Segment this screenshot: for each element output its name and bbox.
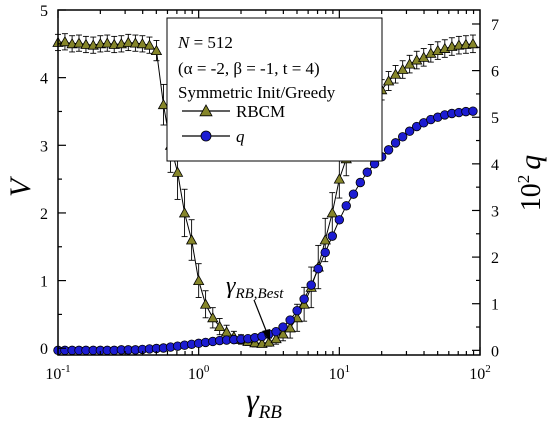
q-point bbox=[348, 189, 359, 199]
y-left-axis-title: V bbox=[4, 175, 37, 197]
rbcm-point bbox=[157, 98, 170, 110]
q-point bbox=[320, 247, 330, 258]
x-tick-label: 102 bbox=[469, 363, 491, 383]
annotation-arrow-shaft bbox=[253, 299, 268, 334]
rbcm-point bbox=[108, 38, 120, 49]
rbcm-point bbox=[213, 320, 226, 331]
rbcm-point bbox=[80, 38, 92, 49]
q-point bbox=[271, 326, 281, 337]
rbcm-point bbox=[101, 37, 113, 48]
rbcm-point bbox=[143, 39, 156, 50]
rbcm-point bbox=[185, 234, 198, 245]
rbcm-point bbox=[411, 54, 423, 65]
rbcm-point bbox=[333, 173, 346, 184]
annotation-arrow-head bbox=[262, 329, 270, 341]
q-point bbox=[278, 322, 288, 332]
rbcm-point bbox=[396, 63, 409, 74]
legend-init: Symmetric Init/Greedy bbox=[178, 83, 336, 102]
q-point bbox=[383, 145, 394, 155]
rbcm-point bbox=[277, 328, 289, 339]
q-point bbox=[404, 126, 415, 136]
rbcm-point bbox=[319, 234, 331, 245]
y-left-tick-label: 0 bbox=[40, 341, 48, 358]
x-tick-label: 100 bbox=[188, 363, 210, 383]
rbcm-point bbox=[122, 36, 134, 47]
x-tick-label: 10-1 bbox=[45, 363, 70, 383]
legend-label-q: q bbox=[236, 127, 245, 146]
rbcm-point bbox=[59, 35, 71, 47]
rbcm-point bbox=[73, 37, 85, 48]
q-point bbox=[327, 231, 337, 241]
legend-n-label: N = 512 bbox=[177, 33, 233, 52]
q-point bbox=[306, 280, 316, 290]
y-left-tick-label: 4 bbox=[40, 71, 48, 88]
y-right-tick-label: 2 bbox=[491, 250, 499, 267]
q-point bbox=[362, 167, 372, 177]
rbcm-point bbox=[382, 75, 395, 86]
rbcm-point bbox=[136, 37, 149, 49]
rbcm-point bbox=[192, 274, 205, 285]
y-right-tick-label: 6 bbox=[491, 64, 499, 81]
q-point bbox=[285, 315, 295, 325]
rbcm-point bbox=[178, 207, 191, 218]
rbcm-point bbox=[171, 166, 184, 177]
annotation-gamma-rb-best: γRB,Best bbox=[226, 273, 284, 341]
legend-entries: RBCM q bbox=[182, 102, 285, 146]
x-tick-label: 101 bbox=[329, 363, 351, 383]
x-axis-title: γRB bbox=[246, 381, 282, 423]
legend-marker-q bbox=[200, 130, 212, 142]
y-right-axis-title: 102q bbox=[514, 155, 547, 212]
annotation-label: γRB,Best bbox=[226, 273, 284, 302]
rbcm-point bbox=[298, 298, 310, 309]
y-left-tick-label: 1 bbox=[40, 274, 48, 291]
q-point bbox=[334, 215, 345, 225]
legend-label-RBCM: RBCM bbox=[236, 102, 285, 121]
legend-marker-rbcm bbox=[199, 104, 213, 117]
rbcm-point bbox=[129, 37, 142, 48]
y-right-tick-label: 4 bbox=[491, 157, 499, 174]
y-right-tick-label: 0 bbox=[491, 343, 499, 360]
q-point bbox=[292, 306, 302, 316]
q-point bbox=[313, 264, 323, 274]
q-point bbox=[390, 138, 401, 148]
y-right-tick-label: 7 bbox=[491, 17, 499, 34]
y-left-tick-label: 2 bbox=[40, 206, 48, 223]
rbcm-point bbox=[326, 207, 338, 218]
y-right-tick-label: 3 bbox=[491, 203, 499, 220]
y-left-tick-label: 3 bbox=[40, 138, 48, 155]
q-point bbox=[397, 132, 408, 142]
y-left-tick-label: 5 bbox=[40, 3, 48, 20]
legend-params: (α = -2, β = -1, t = 4) bbox=[178, 59, 320, 78]
rbcm-point bbox=[150, 44, 163, 55]
q-point bbox=[468, 106, 478, 116]
rbcm-point bbox=[467, 37, 479, 49]
plot-frame bbox=[57, 9, 481, 356]
rbcm-point bbox=[425, 47, 437, 58]
y-right-tick-label: 1 bbox=[491, 297, 499, 314]
legend: N = 512 (α = -2, β = -1, t = 4) Symmetri… bbox=[166, 17, 383, 162]
q-point bbox=[341, 201, 351, 211]
rbcm-point bbox=[207, 311, 219, 323]
q-point bbox=[355, 177, 366, 188]
y-right-tick-label: 5 bbox=[491, 110, 499, 127]
q-point bbox=[299, 294, 309, 304]
rbcm-point bbox=[199, 298, 212, 309]
